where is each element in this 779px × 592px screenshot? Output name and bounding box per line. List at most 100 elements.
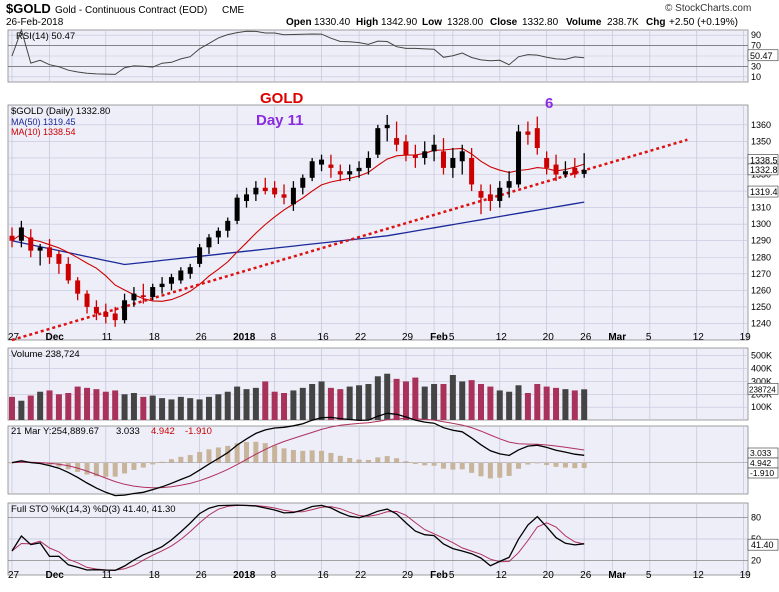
macd-histogram-bar bbox=[187, 455, 193, 463]
price-bar-body bbox=[328, 164, 334, 168]
x-tick-label: 8 bbox=[271, 332, 277, 343]
x-tick-label: 12 bbox=[693, 332, 705, 343]
price-bar-body bbox=[178, 270, 184, 281]
x-tick-label: 12 bbox=[693, 570, 705, 581]
volume-bar bbox=[37, 391, 44, 420]
price-tick-label: 1250 bbox=[751, 302, 771, 312]
macd-histogram-bar bbox=[572, 462, 578, 469]
price-bar-body bbox=[281, 194, 287, 198]
macd-right-badge bbox=[747, 467, 779, 479]
macd-histogram-bar bbox=[206, 449, 212, 463]
macd-signal-line bbox=[11, 417, 585, 489]
stoch-k-line bbox=[11, 504, 585, 572]
macd-histogram-bar bbox=[178, 456, 184, 463]
volume-label: Volume bbox=[566, 17, 602, 28]
volume-bar bbox=[543, 386, 550, 420]
macd-histogram-bar bbox=[365, 459, 371, 463]
price-bar-body bbox=[478, 191, 484, 198]
ma10-line bbox=[11, 147, 585, 302]
volume-bar bbox=[524, 393, 531, 420]
price-bar-body bbox=[440, 151, 446, 168]
volume-bar bbox=[215, 394, 222, 420]
price-bar-body bbox=[516, 131, 522, 185]
price-bar-body bbox=[562, 171, 568, 175]
macd-histogram-bar bbox=[544, 462, 550, 466]
macd-histogram-bar bbox=[525, 462, 531, 465]
rsi-tick-label: 30 bbox=[751, 61, 761, 71]
x-tick-label: 5 bbox=[646, 570, 652, 581]
ma50-label: MA(50) 1319.45 bbox=[11, 117, 76, 127]
price-bar-body bbox=[412, 154, 418, 158]
macd-right-label: 4.942 bbox=[750, 458, 772, 468]
price-bar-body bbox=[506, 181, 512, 188]
price-bar-body bbox=[422, 151, 428, 158]
macd-histogram-bar bbox=[159, 461, 165, 463]
price-tick-label: 1270 bbox=[751, 269, 771, 279]
volume-tick-label: 100K bbox=[751, 402, 772, 412]
macd-histogram-bar bbox=[562, 462, 568, 468]
macd-histogram-bar bbox=[84, 462, 90, 475]
macd-histogram-bar bbox=[272, 445, 278, 463]
macd-histogram-bar bbox=[122, 462, 128, 474]
watermark: © StockCharts.com bbox=[665, 3, 751, 14]
chg-label: Chg bbox=[646, 17, 665, 28]
price-tick-label: 1300 bbox=[751, 219, 771, 229]
volume-label: Volume 238,724 bbox=[11, 349, 80, 360]
x-tick-label: 16 bbox=[318, 570, 330, 581]
volume-bar bbox=[365, 384, 372, 420]
macd-histogram-bar bbox=[337, 455, 343, 463]
price-bar-body bbox=[525, 131, 531, 135]
ma10-price-badge-text: 1338.5 bbox=[750, 155, 778, 165]
volume-bar bbox=[384, 373, 391, 420]
macd-right-label: 3.033 bbox=[750, 448, 772, 458]
ma50-price-badge bbox=[747, 185, 779, 198]
volume-bar bbox=[562, 389, 569, 420]
macd-histogram-bar bbox=[328, 452, 334, 463]
macd-value-2: 4.942 bbox=[151, 426, 175, 437]
price-tick-label: 1290 bbox=[751, 236, 771, 246]
macd-histogram-bar bbox=[262, 443, 268, 463]
price-bar-body bbox=[47, 247, 53, 258]
x-tick-label: 18 bbox=[149, 332, 161, 343]
macd-value-1: 3.033 bbox=[116, 426, 140, 437]
price-bar-body bbox=[150, 287, 156, 297]
chart-exchange: CME bbox=[222, 5, 245, 16]
volume-bar bbox=[468, 380, 475, 420]
x-tick-label: Feb bbox=[430, 332, 448, 343]
volume-bar bbox=[205, 396, 212, 420]
price-bar-body bbox=[272, 187, 278, 195]
x-tick-label: 26 bbox=[196, 570, 208, 581]
macd-histogram-bar bbox=[534, 462, 540, 464]
macd-histogram-bar bbox=[140, 462, 146, 468]
price-bar-body bbox=[93, 306, 99, 314]
price-bar-body bbox=[187, 267, 193, 274]
macd-histogram-bar bbox=[253, 441, 259, 463]
last-price-badge bbox=[747, 163, 779, 176]
x-tick-label: 26 bbox=[580, 332, 592, 343]
price-bar-body bbox=[84, 293, 90, 307]
x-tick-label: 20 bbox=[543, 332, 555, 343]
volume-bar bbox=[571, 390, 578, 420]
volume-bar bbox=[374, 376, 381, 420]
stoch-label: Full STO %K(14,3) %D(3) 41.40, 41.30 bbox=[11, 504, 176, 515]
volume-bar bbox=[337, 389, 344, 420]
price-bar-body bbox=[37, 247, 43, 251]
price-bar-body bbox=[544, 157, 550, 168]
price-main-label: $GOLD (Daily) 1332.80 bbox=[11, 106, 110, 117]
macd-histogram-bar bbox=[450, 462, 456, 470]
x-tick-label: 26 bbox=[196, 332, 208, 343]
price-bar-body bbox=[487, 194, 493, 201]
volume-bar bbox=[581, 389, 588, 420]
volume-bar bbox=[234, 386, 241, 420]
open-label: Open bbox=[286, 17, 312, 28]
price-bar-body bbox=[403, 141, 409, 155]
price-bar-body bbox=[253, 187, 259, 195]
stoch-tick-label: 80 bbox=[751, 512, 761, 522]
macd-histogram-bar bbox=[553, 462, 559, 467]
volume-tick-label: 300K bbox=[751, 376, 772, 386]
volume-last-badge bbox=[747, 383, 779, 395]
close-value: 1332.80 bbox=[522, 17, 559, 28]
volume-bar bbox=[299, 387, 306, 420]
x-tick-label: 19 bbox=[740, 570, 752, 581]
volume-bar bbox=[506, 391, 513, 420]
